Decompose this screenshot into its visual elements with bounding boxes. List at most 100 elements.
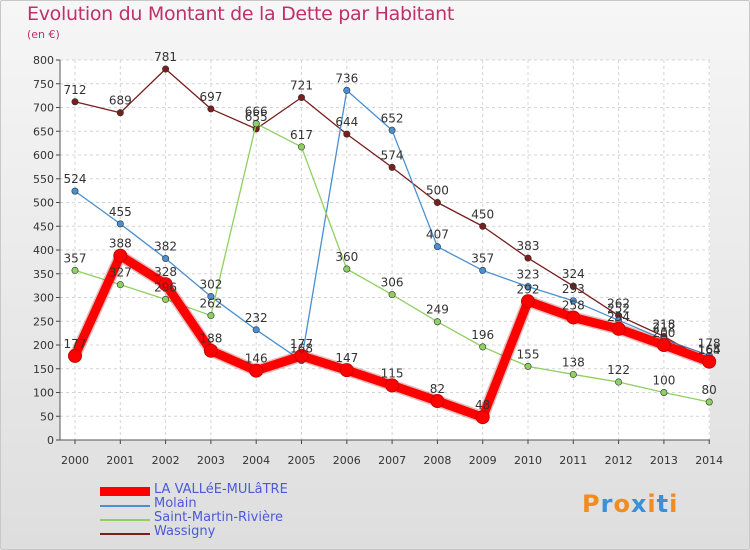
legend-swatch-saint-martin-rivi-re [100, 519, 150, 521]
y-tick-label-250: 250 [33, 315, 54, 328]
x-tick-label-2001: 2001 [106, 454, 134, 467]
point-molain-2001 [116, 220, 124, 228]
data-label-molain-2000: 524 [64, 172, 87, 186]
y-tick-label-350: 350 [33, 268, 54, 281]
point-la-vall-e-mul-tre-2012 [611, 321, 626, 336]
point-la-vall-e-mul-tre-2014 [702, 354, 717, 369]
data-label-wassigny-2000: 712 [64, 83, 87, 97]
line-chart: 0 50 100 150 200 250 300 350 400 450 500 550 600 650 7… [33, 50, 723, 467]
y-tick-label-650: 650 [33, 125, 54, 138]
x-tick-label-2014: 2014 [695, 454, 723, 467]
x-tick-label-2008: 2008 [423, 454, 451, 467]
point-molain-2000 [71, 187, 79, 195]
point-wassigny-2006 [343, 130, 351, 138]
point-la-vall-e-mul-tre-2005 [294, 348, 309, 363]
point-la-vall-e-mul-tre-2009 [475, 410, 490, 425]
point-la-vall-e-mul-tre-2006 [339, 363, 354, 378]
legend-label-molain: Molain [154, 496, 197, 511]
point-saint-martin-rivi-re-2011 [569, 370, 577, 378]
data-label-wassigny-2012: 262 [607, 297, 630, 311]
point-molain-2007 [388, 126, 396, 134]
y-tick-label-300: 300 [33, 292, 54, 305]
point-wassigny-2007 [388, 163, 396, 171]
point-saint-martin-rivi-re-2013 [660, 388, 668, 396]
data-label-la-vall-e-mul-tre-2006: 147 [335, 351, 358, 365]
point-wassigny-2000 [71, 98, 79, 106]
point-wassigny-2002 [162, 65, 170, 73]
y-tick-label-400: 400 [33, 244, 54, 257]
chart-title: Evolution du Montant de la Dette par Hab… [27, 3, 455, 25]
x-tick-label-2010: 2010 [514, 454, 542, 467]
point-la-vall-e-mul-tre-2013 [656, 338, 671, 352]
data-label-saint-martin-rivi-re-2000: 357 [64, 251, 87, 265]
y-tick-label-600: 600 [33, 149, 54, 162]
point-molain-2002 [162, 255, 170, 263]
data-label-molain-2004: 232 [245, 311, 268, 325]
point-saint-martin-rivi-re-2008 [433, 318, 441, 326]
data-label-la-vall-e-mul-tre-2001: 388 [109, 237, 132, 251]
point-wassigny-2008 [433, 199, 441, 207]
y-tick-label-450: 450 [33, 220, 54, 233]
legend-swatch-la-vall-e-mul-tre [100, 487, 150, 496]
data-label-saint-martin-rivi-re-2013: 100 [652, 374, 675, 388]
point-saint-martin-rivi-re-2004 [252, 120, 260, 128]
x-tick-label-2000: 2000 [61, 454, 89, 467]
point-wassigny-2011 [569, 282, 577, 290]
point-molain-2010 [524, 283, 532, 291]
data-label-wassigny-2003: 697 [199, 90, 222, 104]
point-molain-2009 [479, 266, 487, 274]
data-label-la-vall-e-mul-tre-2007: 115 [381, 366, 404, 380]
data-label-molain-2006: 736 [335, 71, 358, 85]
x-tick-label-2002: 2002 [152, 454, 180, 467]
point-molain-2008 [433, 243, 441, 251]
point-la-vall-e-mul-tre-2003 [203, 343, 218, 358]
data-label-molain-2009: 357 [471, 251, 494, 265]
proxiti-logo: Proxiti [582, 490, 679, 518]
data-label-saint-martin-rivi-re-2012: 122 [607, 363, 630, 377]
data-label-la-vall-e-mul-tre-2004: 146 [245, 352, 268, 366]
point-molain-2003 [207, 293, 215, 301]
data-label-molain-2003: 302 [199, 278, 222, 292]
data-label-la-vall-e-mul-tre-2012: 234 [607, 310, 630, 324]
x-tick-label-2013: 2013 [650, 454, 678, 467]
data-label-saint-martin-rivi-re-2001: 327 [109, 266, 132, 280]
x-tick-label-2007: 2007 [378, 454, 406, 467]
data-label-molain-2010: 323 [517, 268, 540, 282]
point-la-vall-e-mul-tre-2000 [68, 348, 82, 363]
data-label-molain-2011: 293 [562, 282, 585, 296]
data-label-wassigny-2014: 164 [698, 343, 721, 357]
point-la-vall-e-mul-tre-2001 [113, 248, 128, 263]
point-la-vall-e-mul-tre-2007 [385, 378, 400, 393]
data-label-molain-2002: 382 [154, 240, 177, 254]
data-label-la-vall-e-mul-tre-2005: 177 [290, 337, 313, 351]
point-wassigny-2005 [297, 94, 305, 102]
legend-label-saint-martin-rivi-re: Saint-Martin-Rivière [154, 510, 284, 525]
point-saint-martin-rivi-re-2000 [71, 266, 79, 274]
point-saint-martin-rivi-re-2003 [207, 312, 215, 320]
chart-subtitle: (en €) [27, 28, 60, 41]
y-tick-label-200: 200 [33, 339, 54, 352]
legend-label-la-vall-e-mul-tre: LA VALLéE-MULâTRE [154, 482, 288, 497]
point-saint-martin-rivi-re-2007 [388, 291, 396, 299]
y-tick-label-500: 500 [33, 197, 54, 210]
data-label-saint-martin-rivi-re-2011: 138 [562, 355, 585, 369]
data-label-molain-2014: 178 [698, 336, 721, 350]
data-label-wassigny-2005: 721 [290, 79, 313, 93]
y-tick-label-700: 700 [33, 102, 54, 115]
x-tick-label-2006: 2006 [333, 454, 361, 467]
point-molain-2011 [569, 297, 577, 305]
point-wassigny-2009 [479, 222, 487, 230]
x-tick-label-2011: 2011 [559, 454, 587, 467]
data-label-la-vall-e-mul-tre-2009: 48 [475, 398, 490, 412]
point-molain-2006 [343, 86, 351, 94]
data-label-la-vall-e-mul-tre-2014: 165 [698, 343, 721, 357]
point-la-vall-e-mul-tre-2010 [521, 294, 535, 309]
data-label-wassigny-2001: 689 [109, 94, 132, 108]
data-label-saint-martin-rivi-re-2006: 360 [335, 250, 358, 264]
data-label-saint-martin-rivi-re-2009: 196 [471, 328, 494, 342]
data-label-la-vall-e-mul-tre-2002: 328 [154, 265, 177, 279]
point-la-vall-e-mul-tre-2011 [566, 310, 581, 325]
data-label-wassigny-2011: 324 [562, 267, 585, 281]
x-tick-label-2012: 2012 [605, 454, 633, 467]
data-label-wassigny-2008: 500 [426, 184, 449, 198]
